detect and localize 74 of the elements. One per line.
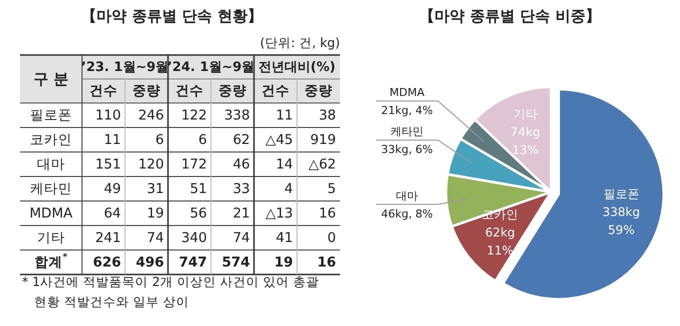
text: 14 — [276, 156, 293, 172]
category-label: 건수 — [90, 83, 118, 99]
data-label: 33kg, 6% — [381, 142, 433, 156]
category-label: 필로폰 — [30, 107, 72, 124]
text: 120 — [138, 156, 164, 172]
data-label: 62kg 11% — [485, 226, 516, 258]
text: ’23. 1월~9월 — [81, 60, 169, 74]
text: 919 — [310, 132, 336, 148]
text: 151 — [95, 156, 121, 172]
text: 46 — [232, 156, 250, 172]
text: ’24. 1월~9월 — [167, 60, 255, 74]
text: 496 — [136, 254, 164, 270]
text: 전년대비(%) — [258, 60, 336, 74]
slice-label: 기타 — [513, 107, 538, 122]
slice-label: MDMA — [390, 86, 425, 98]
text: 122 — [181, 107, 207, 124]
text: 172 — [181, 156, 207, 172]
slice-label: 케타민 — [390, 124, 424, 138]
text: * 1사건에 적발품목이 2개 이상인 사건이 있어 총괄 현황 적발건수와 일부 상이 — [22, 273, 320, 311]
text: 11 — [276, 107, 293, 124]
text: 747 — [178, 254, 207, 270]
text: △45 — [265, 132, 293, 148]
data-label: 21kg, 4% — [381, 104, 433, 116]
text: (단위: 건, kg) — [260, 34, 340, 50]
text: 21 — [232, 205, 250, 222]
text: 241 — [95, 230, 121, 246]
text: △62 — [308, 156, 336, 172]
text: 16 — [317, 254, 336, 270]
category-label: 합계$^{*}$ — [34, 252, 68, 270]
text: 【마약 종류별 단속 현황】 — [82, 7, 262, 25]
text: 49 — [104, 180, 121, 197]
text: 64 — [104, 205, 121, 222]
text: 338 — [224, 107, 250, 124]
text: 56 — [190, 205, 207, 222]
category-label: 코카인 — [30, 132, 72, 148]
category-label: 건수 — [262, 83, 290, 99]
text: 340 — [181, 230, 207, 246]
text: 19 — [146, 205, 164, 222]
text: 51 — [190, 180, 207, 197]
text: 41 — [276, 230, 293, 246]
text: 5 — [327, 180, 336, 197]
text: 574 — [222, 254, 250, 270]
slice-label: 필로폰 — [603, 187, 640, 202]
text: 110 — [95, 107, 121, 124]
category-label: 중량 — [304, 83, 332, 99]
category-label: MDMA — [30, 205, 72, 222]
category-label: 기타 — [37, 230, 65, 246]
category-label: 중량 — [218, 83, 246, 99]
text: 74 — [146, 230, 164, 246]
category-label: 대마 — [37, 156, 65, 172]
text: 6 — [155, 132, 164, 148]
text: 0 — [327, 230, 336, 246]
text: 74 — [232, 230, 250, 246]
chart-title: 【마약 종류별 단속 비중】 — [420, 7, 600, 25]
category-label: 케타민 — [30, 180, 72, 197]
text: 11 — [104, 132, 121, 148]
text: 4 — [284, 180, 293, 197]
text: 6 — [198, 132, 207, 148]
data-label: 46kg, 8% — [381, 206, 433, 220]
category-label: 중량 — [132, 83, 160, 99]
text: 16 — [318, 205, 336, 222]
text: 38 — [318, 107, 336, 124]
category-label: 건수 — [176, 83, 204, 99]
data-label: 74kg 13% — [510, 125, 540, 158]
text: 구 분 — [33, 70, 69, 88]
text: 626 — [92, 254, 121, 270]
text: 62 — [232, 132, 250, 148]
text: 19 — [274, 254, 293, 270]
text: 31 — [146, 180, 164, 197]
slice-label: 대마 — [396, 188, 418, 202]
text: 246 — [138, 107, 164, 124]
text: 33 — [232, 180, 250, 197]
data-label: 338kg 59% — [602, 205, 640, 238]
text: △13 — [265, 205, 293, 222]
